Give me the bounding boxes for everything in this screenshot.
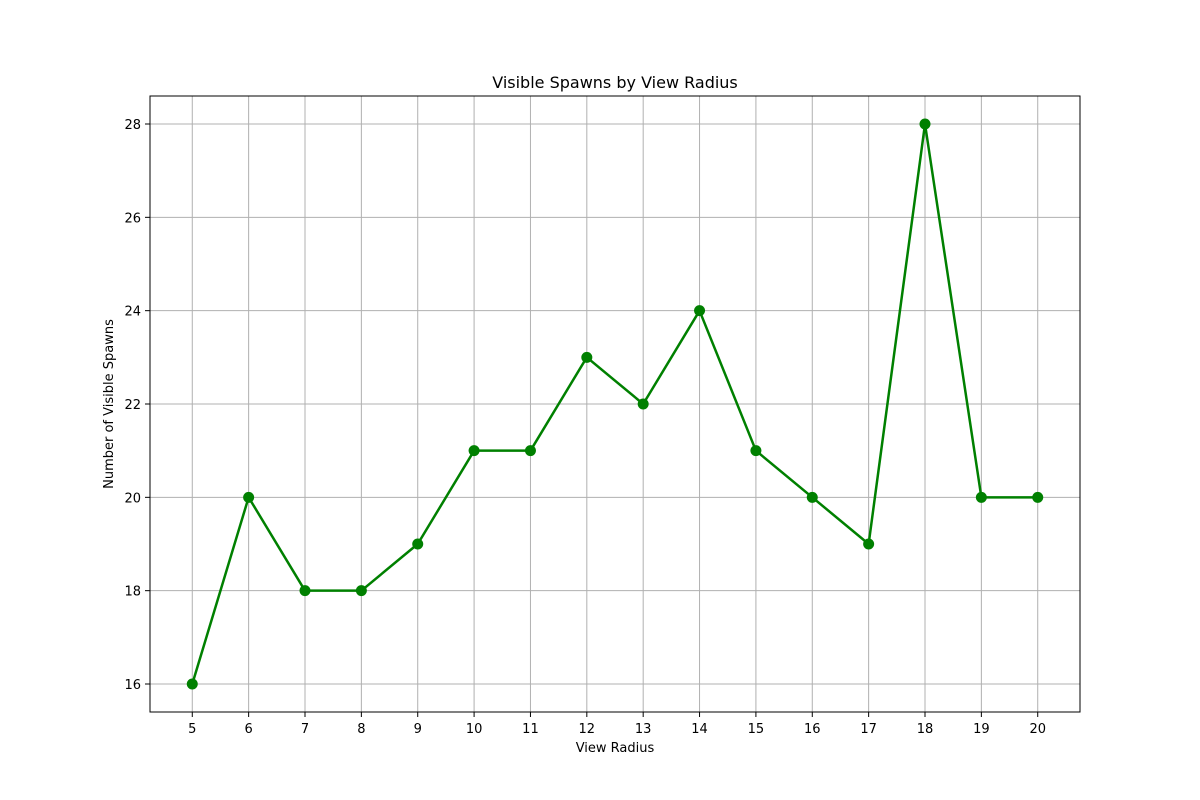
y-tick-label: 24	[124, 305, 141, 320]
y-axis-label: Number of Visible Spawns	[102, 319, 117, 489]
data-point	[243, 491, 255, 503]
x-tick-label: 11	[522, 722, 539, 737]
x-tick-label: 18	[917, 722, 934, 737]
data-point	[863, 538, 875, 550]
x-tick-label: 14	[691, 722, 708, 737]
data-point	[186, 678, 198, 690]
data-point	[468, 445, 480, 457]
x-tick-label: 20	[1029, 722, 1046, 737]
x-tick-label: 15	[748, 722, 765, 737]
x-tick-label: 12	[579, 722, 596, 737]
chart-title: Visible Spawns by View Radius	[492, 73, 738, 92]
y-tick-label: 20	[124, 491, 141, 506]
data-point	[694, 305, 706, 317]
x-tick-label: 10	[466, 722, 483, 737]
y-tick-label: 26	[124, 211, 141, 226]
data-point	[412, 538, 424, 550]
series-layer	[186, 118, 1044, 690]
x-tick-label: 8	[357, 722, 365, 737]
x-tick-label: 13	[635, 722, 652, 737]
data-point	[975, 491, 987, 503]
data-point	[299, 585, 311, 597]
x-tick-label: 17	[860, 722, 877, 737]
data-point	[806, 491, 818, 503]
x-axis: 5 6 7 8 9 10 11 12 13 14 15 16 17 18 19 20	[188, 712, 1046, 737]
x-tick-label: 9	[414, 722, 422, 737]
y-axis: 16 18 20 22 24 26 28	[124, 118, 150, 693]
data-point	[637, 398, 649, 410]
data-point	[524, 445, 536, 457]
data-point	[750, 445, 762, 457]
x-tick-label: 5	[188, 722, 196, 737]
data-point	[581, 351, 593, 363]
x-tick-label: 7	[301, 722, 309, 737]
x-tick-label: 19	[973, 722, 990, 737]
data-point	[919, 118, 931, 130]
x-tick-label: 6	[244, 722, 252, 737]
y-tick-label: 16	[124, 678, 141, 693]
series-line	[191, 122, 1038, 685]
y-tick-label: 28	[124, 118, 141, 133]
x-axis-label: View Radius	[576, 741, 655, 756]
data-point	[355, 585, 367, 597]
x-tick-label: 16	[804, 722, 821, 737]
y-tick-label: 18	[124, 585, 141, 600]
y-tick-label: 22	[124, 398, 141, 413]
data-point	[1032, 491, 1044, 503]
